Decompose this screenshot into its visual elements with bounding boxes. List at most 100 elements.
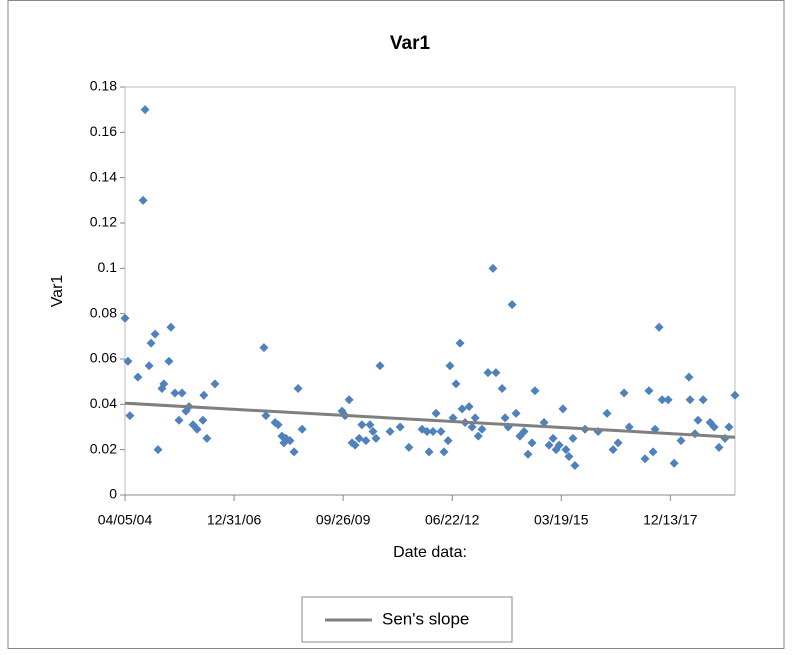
point: [558, 404, 568, 414]
point: [354, 433, 364, 443]
point: [663, 395, 673, 405]
point: [676, 436, 686, 446]
point: [424, 447, 434, 457]
point: [293, 383, 303, 393]
point: [570, 461, 580, 471]
point: [202, 433, 212, 443]
point: [259, 343, 269, 353]
point: [297, 424, 307, 434]
point: [613, 438, 623, 448]
point: [500, 413, 510, 423]
point: [395, 422, 405, 432]
point: [709, 422, 719, 432]
point: [464, 402, 474, 412]
point: [144, 361, 154, 371]
point: [608, 445, 618, 455]
point: [602, 408, 612, 418]
y-tick-label: 0.08: [90, 304, 117, 320]
point: [133, 372, 143, 382]
point: [523, 449, 533, 459]
point: [159, 379, 169, 389]
y-tick-label: 0.04: [90, 395, 117, 411]
point: [488, 263, 498, 273]
point: [350, 440, 360, 450]
point: [724, 422, 734, 432]
point: [507, 300, 517, 310]
point: [150, 329, 160, 339]
point: [273, 420, 283, 430]
point: [153, 445, 163, 455]
point: [385, 427, 395, 437]
point: [561, 445, 571, 455]
point: [527, 438, 537, 448]
x-tick-label: 04/05/04: [98, 512, 153, 528]
point: [192, 424, 202, 434]
point: [285, 436, 295, 446]
point: [177, 388, 187, 398]
point: [648, 447, 658, 457]
point: [138, 195, 148, 205]
point: [289, 447, 299, 457]
y-tick-label: 0: [109, 486, 117, 502]
y-tick-label: 0.16: [90, 123, 117, 139]
point: [125, 411, 135, 421]
point: [473, 431, 483, 441]
point: [554, 440, 564, 450]
point: [371, 433, 381, 443]
point: [357, 420, 367, 430]
point: [120, 313, 130, 323]
point: [685, 395, 695, 405]
point: [361, 436, 371, 446]
point: [261, 411, 271, 421]
y-tick-label: 0.18: [90, 78, 117, 94]
point: [174, 415, 184, 425]
point: [198, 415, 208, 425]
point: [624, 422, 634, 432]
point: [491, 368, 501, 378]
y-tick-label: 0.12: [90, 214, 117, 230]
point: [693, 415, 703, 425]
point: [404, 442, 414, 452]
point: [368, 427, 378, 437]
point: [539, 417, 549, 427]
point: [644, 386, 654, 396]
point: [166, 322, 176, 332]
trend-line: [124, 401, 736, 439]
x-tick-label: 12/13/17: [643, 512, 698, 528]
point: [455, 338, 465, 348]
y-tick-label: 0.14: [90, 168, 117, 184]
point: [365, 420, 375, 430]
point: [210, 379, 220, 389]
point: [511, 408, 521, 418]
point: [684, 372, 694, 382]
point: [564, 451, 574, 461]
point: [640, 454, 650, 464]
point: [548, 433, 558, 443]
point: [123, 356, 133, 366]
point: [170, 388, 180, 398]
x-tick-label: 06/22/12: [425, 512, 480, 528]
point: [375, 361, 385, 371]
point: [568, 433, 578, 443]
point: [519, 427, 529, 437]
point: [146, 338, 156, 348]
point: [497, 383, 507, 393]
point: [428, 427, 438, 437]
y-axis-label: Var1: [49, 275, 66, 308]
point: [654, 322, 664, 332]
chart-title: Var1: [390, 33, 431, 54]
point: [669, 458, 679, 468]
point: [445, 361, 455, 371]
legend-label: Sen's slope: [382, 609, 469, 628]
point: [199, 390, 209, 400]
x-tick-label: 03/19/15: [534, 512, 589, 528]
y-tick-label: 0.1: [98, 259, 118, 275]
point: [657, 395, 667, 405]
point: [431, 408, 441, 418]
point: [483, 368, 493, 378]
point: [730, 390, 740, 400]
x-axis-label: Date data:: [393, 544, 467, 561]
point: [436, 427, 446, 437]
point: [344, 395, 354, 405]
